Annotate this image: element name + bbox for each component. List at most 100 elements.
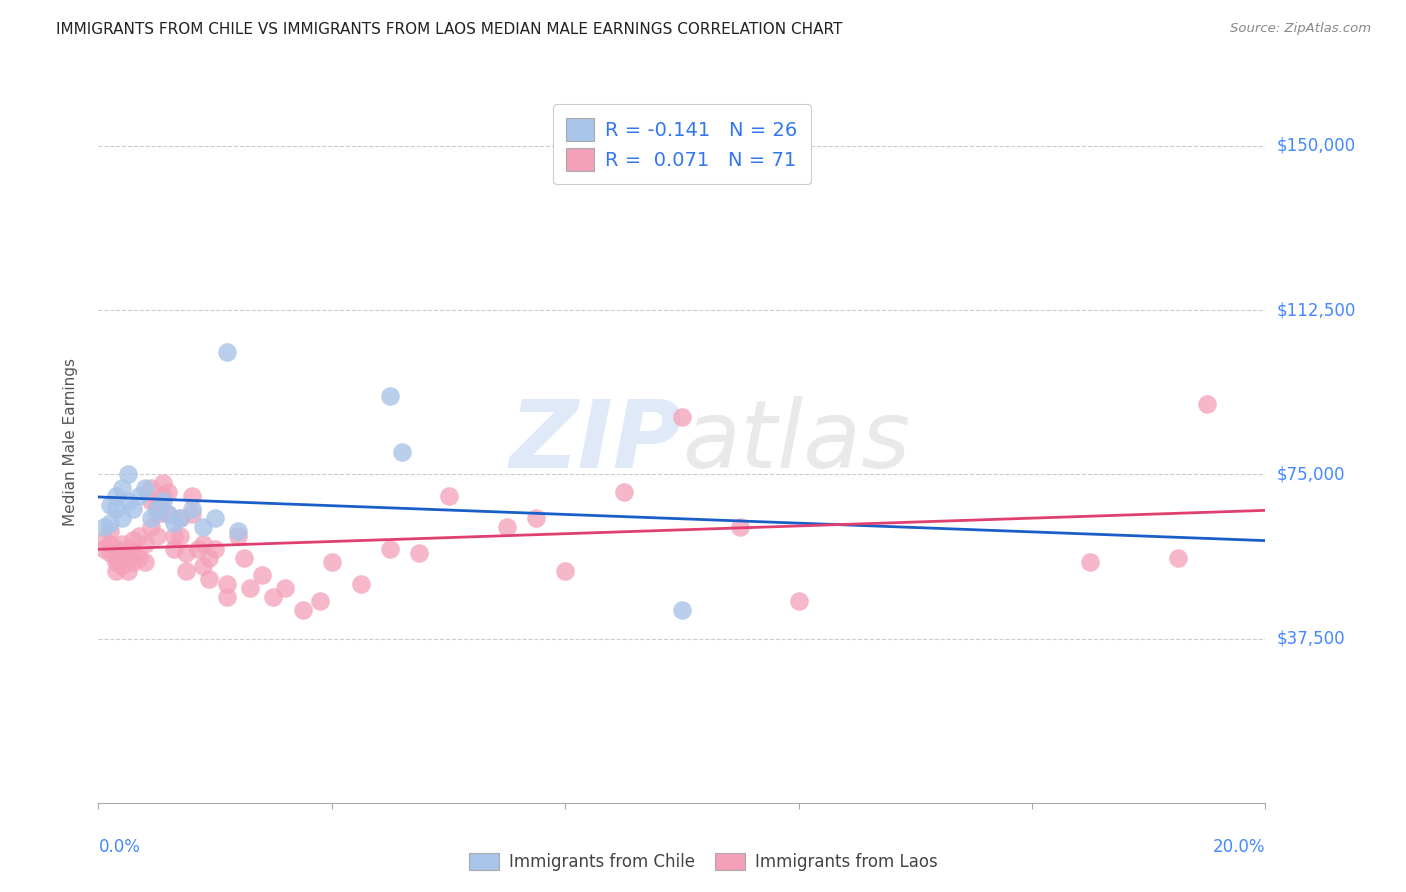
Point bbox=[111, 537, 134, 551]
Text: 20.0%: 20.0% bbox=[1213, 838, 1265, 855]
Text: 0.0%: 0.0% bbox=[98, 838, 141, 855]
Point bbox=[193, 559, 215, 574]
Point bbox=[152, 493, 174, 508]
Text: $112,500: $112,500 bbox=[1277, 301, 1355, 319]
Point bbox=[157, 484, 180, 499]
Point bbox=[117, 550, 139, 565]
Point bbox=[117, 564, 139, 578]
Point bbox=[146, 502, 169, 516]
Point bbox=[169, 511, 191, 525]
Point bbox=[380, 388, 402, 402]
Point bbox=[157, 507, 180, 521]
Point bbox=[104, 555, 127, 569]
Point bbox=[496, 520, 519, 534]
Point bbox=[128, 550, 150, 565]
Point bbox=[93, 520, 115, 534]
Point bbox=[104, 564, 127, 578]
Point bbox=[228, 529, 250, 543]
Point bbox=[122, 555, 145, 569]
Point bbox=[437, 489, 460, 503]
Point bbox=[787, 594, 810, 608]
Point bbox=[180, 507, 202, 521]
Point bbox=[163, 529, 186, 543]
Y-axis label: Median Male Earnings: Median Male Earnings bbox=[63, 358, 77, 525]
Point bbox=[198, 573, 221, 587]
Point bbox=[1080, 555, 1102, 569]
Point bbox=[104, 550, 127, 565]
Point bbox=[215, 344, 238, 359]
Text: IMMIGRANTS FROM CHILE VS IMMIGRANTS FROM LAOS MEDIAN MALE EARNINGS CORRELATION C: IMMIGRANTS FROM CHILE VS IMMIGRANTS FROM… bbox=[56, 22, 842, 37]
Point bbox=[122, 546, 145, 560]
Point bbox=[274, 581, 297, 595]
Point bbox=[350, 577, 373, 591]
Point bbox=[98, 524, 121, 539]
Point bbox=[671, 410, 693, 425]
Point bbox=[204, 541, 226, 556]
Point bbox=[169, 511, 191, 525]
Point bbox=[104, 502, 127, 516]
Point bbox=[128, 529, 150, 543]
Point bbox=[117, 467, 139, 482]
Point bbox=[98, 498, 121, 512]
Point bbox=[98, 516, 121, 530]
Point bbox=[612, 484, 634, 499]
Point bbox=[111, 481, 134, 495]
Point bbox=[98, 546, 121, 560]
Point bbox=[157, 507, 180, 521]
Point bbox=[93, 533, 115, 547]
Point bbox=[111, 546, 134, 560]
Point bbox=[128, 489, 150, 503]
Legend: R = -0.141   N = 26, R =  0.071   N = 71: R = -0.141 N = 26, R = 0.071 N = 71 bbox=[553, 104, 811, 185]
Point bbox=[180, 502, 202, 516]
Point bbox=[134, 555, 156, 569]
Point bbox=[122, 533, 145, 547]
Point bbox=[163, 516, 186, 530]
Point bbox=[146, 507, 169, 521]
Point bbox=[163, 541, 186, 556]
Point bbox=[111, 511, 134, 525]
Point bbox=[180, 489, 202, 503]
Point bbox=[139, 481, 162, 495]
Point bbox=[193, 520, 215, 534]
Point bbox=[1167, 550, 1189, 565]
Point bbox=[111, 559, 134, 574]
Point bbox=[524, 511, 547, 525]
Point bbox=[93, 541, 115, 556]
Legend: Immigrants from Chile, Immigrants from Laos: Immigrants from Chile, Immigrants from L… bbox=[460, 845, 946, 880]
Point bbox=[380, 541, 402, 556]
Point bbox=[554, 564, 576, 578]
Point bbox=[198, 550, 221, 565]
Point bbox=[291, 603, 314, 617]
Point bbox=[391, 445, 413, 459]
Point bbox=[250, 568, 273, 582]
Text: Source: ZipAtlas.com: Source: ZipAtlas.com bbox=[1230, 22, 1371, 36]
Point bbox=[174, 546, 197, 560]
Point bbox=[262, 590, 284, 604]
Point bbox=[152, 476, 174, 491]
Point bbox=[104, 489, 127, 503]
Point bbox=[146, 498, 169, 512]
Point bbox=[139, 511, 162, 525]
Point bbox=[193, 537, 215, 551]
Text: $37,500: $37,500 bbox=[1277, 630, 1346, 648]
Point bbox=[98, 537, 121, 551]
Point bbox=[152, 489, 174, 503]
Point bbox=[117, 493, 139, 508]
Point bbox=[174, 564, 197, 578]
Point bbox=[104, 541, 127, 556]
Point bbox=[228, 524, 250, 539]
Point bbox=[309, 594, 332, 608]
Text: $150,000: $150,000 bbox=[1277, 137, 1355, 155]
Point bbox=[139, 493, 162, 508]
Point bbox=[134, 537, 156, 551]
Text: atlas: atlas bbox=[682, 396, 910, 487]
Point bbox=[215, 590, 238, 604]
Point bbox=[204, 511, 226, 525]
Point bbox=[233, 550, 256, 565]
Point bbox=[134, 481, 156, 495]
Point bbox=[239, 581, 262, 595]
Point bbox=[146, 529, 169, 543]
Text: ZIP: ZIP bbox=[509, 395, 682, 488]
Text: $75,000: $75,000 bbox=[1277, 466, 1346, 483]
Point bbox=[671, 603, 693, 617]
